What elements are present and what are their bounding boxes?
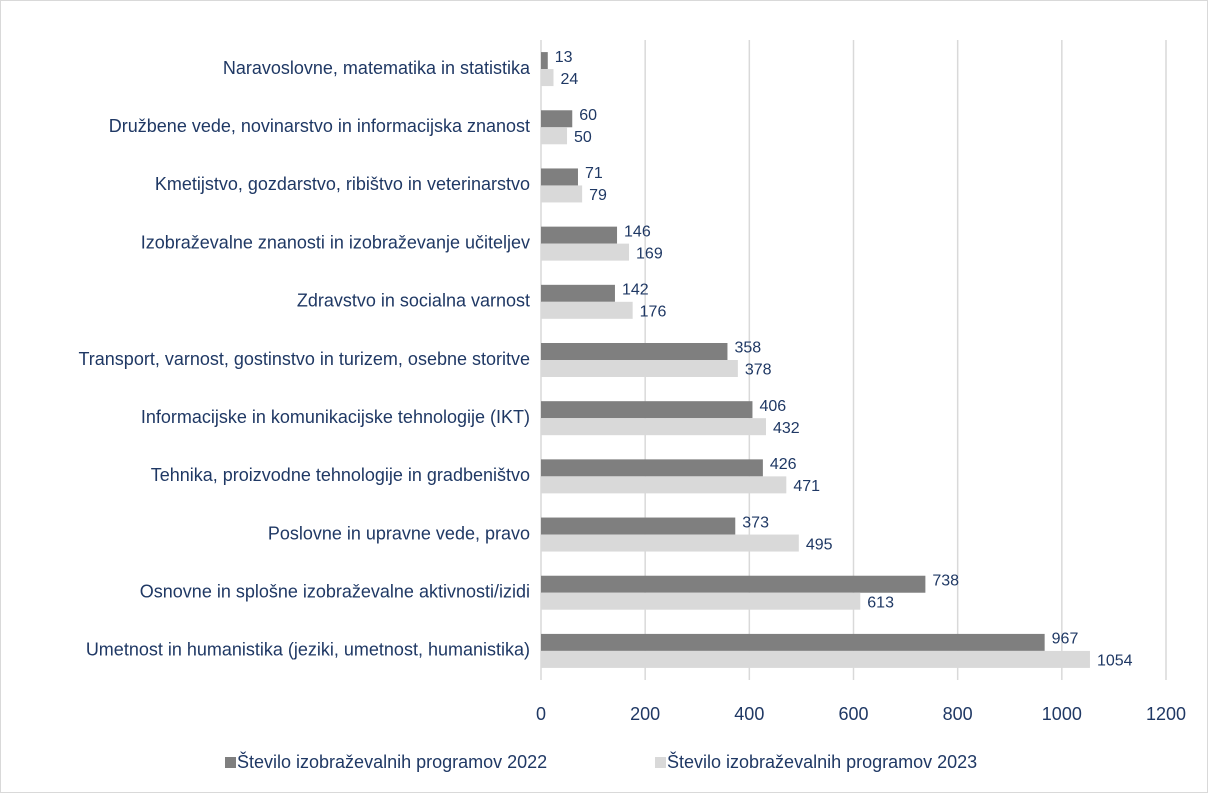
bar — [541, 575, 926, 593]
x-tick-label: 1000 — [1042, 704, 1082, 724]
bar — [541, 110, 573, 128]
value-label: 373 — [742, 514, 769, 531]
bar — [541, 284, 615, 302]
bar — [541, 360, 738, 377]
bar — [541, 650, 1090, 668]
legend-swatch — [655, 757, 666, 768]
value-label: 967 — [1052, 631, 1079, 648]
bar — [541, 534, 799, 552]
bar — [541, 226, 618, 244]
value-label: 495 — [806, 536, 833, 553]
y-tick-label: Naravoslovne, matematika in statistika — [223, 58, 531, 78]
legend-label: Število izobraževalnih programov 2022 — [237, 751, 547, 772]
x-tick-label: 200 — [630, 704, 660, 724]
y-tick-label: Osnovne in splošne izobraževalne aktivno… — [140, 581, 530, 601]
value-label: 13 — [555, 49, 573, 66]
bar — [541, 301, 633, 319]
bar — [541, 459, 763, 477]
legend-swatch — [225, 757, 236, 768]
bar — [541, 517, 736, 535]
value-label: 613 — [867, 594, 894, 611]
x-tick-label: 0 — [536, 704, 546, 724]
bar — [541, 343, 728, 360]
y-tick-label: Informacijske in komunikacijske tehnolog… — [141, 407, 530, 427]
value-label: 50 — [574, 129, 592, 146]
y-tick-label: Poslovne in upravne vede, pravo — [268, 523, 530, 543]
y-tick-label: Zdravstvo in socialna varnost — [297, 291, 530, 311]
y-tick-label: Tehnika, proizvodne tehnologije in gradb… — [151, 465, 530, 485]
bar — [541, 69, 554, 87]
bar — [541, 418, 766, 436]
legend-label: Število izobraževalnih programov 2023 — [667, 751, 977, 772]
bar — [541, 243, 630, 261]
value-label: 406 — [759, 398, 786, 415]
y-tick-label: Izobraževalne znanosti in izobraževanje … — [141, 232, 530, 252]
y-tick-label: Transport, varnost, gostinstvo in turize… — [78, 349, 530, 369]
y-tick-label: Kmetijstvo, gozdarstvo, ribištvo in vete… — [155, 174, 530, 194]
value-label: 146 — [624, 223, 651, 240]
value-label: 358 — [734, 340, 761, 357]
value-label: 432 — [773, 420, 800, 437]
value-label: 426 — [770, 456, 797, 473]
value-label: 24 — [561, 71, 579, 88]
y-tick-label: Umetnost in humanistika (jeziki, umetnos… — [86, 640, 530, 660]
x-tick-label: 400 — [734, 704, 764, 724]
x-tick-label: 1200 — [1146, 704, 1186, 724]
bar — [541, 476, 787, 494]
value-label: 176 — [640, 304, 667, 321]
bar — [541, 127, 568, 145]
y-tick-label: Družbene vede, novinarstvo in informacij… — [109, 116, 530, 136]
bar — [541, 168, 578, 186]
bar — [541, 185, 583, 203]
value-label: 471 — [793, 478, 820, 495]
bar — [541, 633, 1045, 651]
value-label: 142 — [622, 282, 649, 299]
value-label: 79 — [589, 187, 607, 204]
value-label: 71 — [585, 165, 603, 182]
bar — [541, 592, 861, 610]
x-tick-label: 800 — [943, 704, 973, 724]
value-label: 738 — [932, 572, 959, 589]
bar — [541, 401, 753, 419]
value-label: 169 — [636, 245, 663, 262]
x-tick-label: 600 — [838, 704, 868, 724]
value-label: 1054 — [1097, 653, 1133, 670]
value-label: 60 — [579, 107, 597, 124]
value-label: 378 — [745, 362, 772, 379]
bar — [541, 52, 548, 70]
